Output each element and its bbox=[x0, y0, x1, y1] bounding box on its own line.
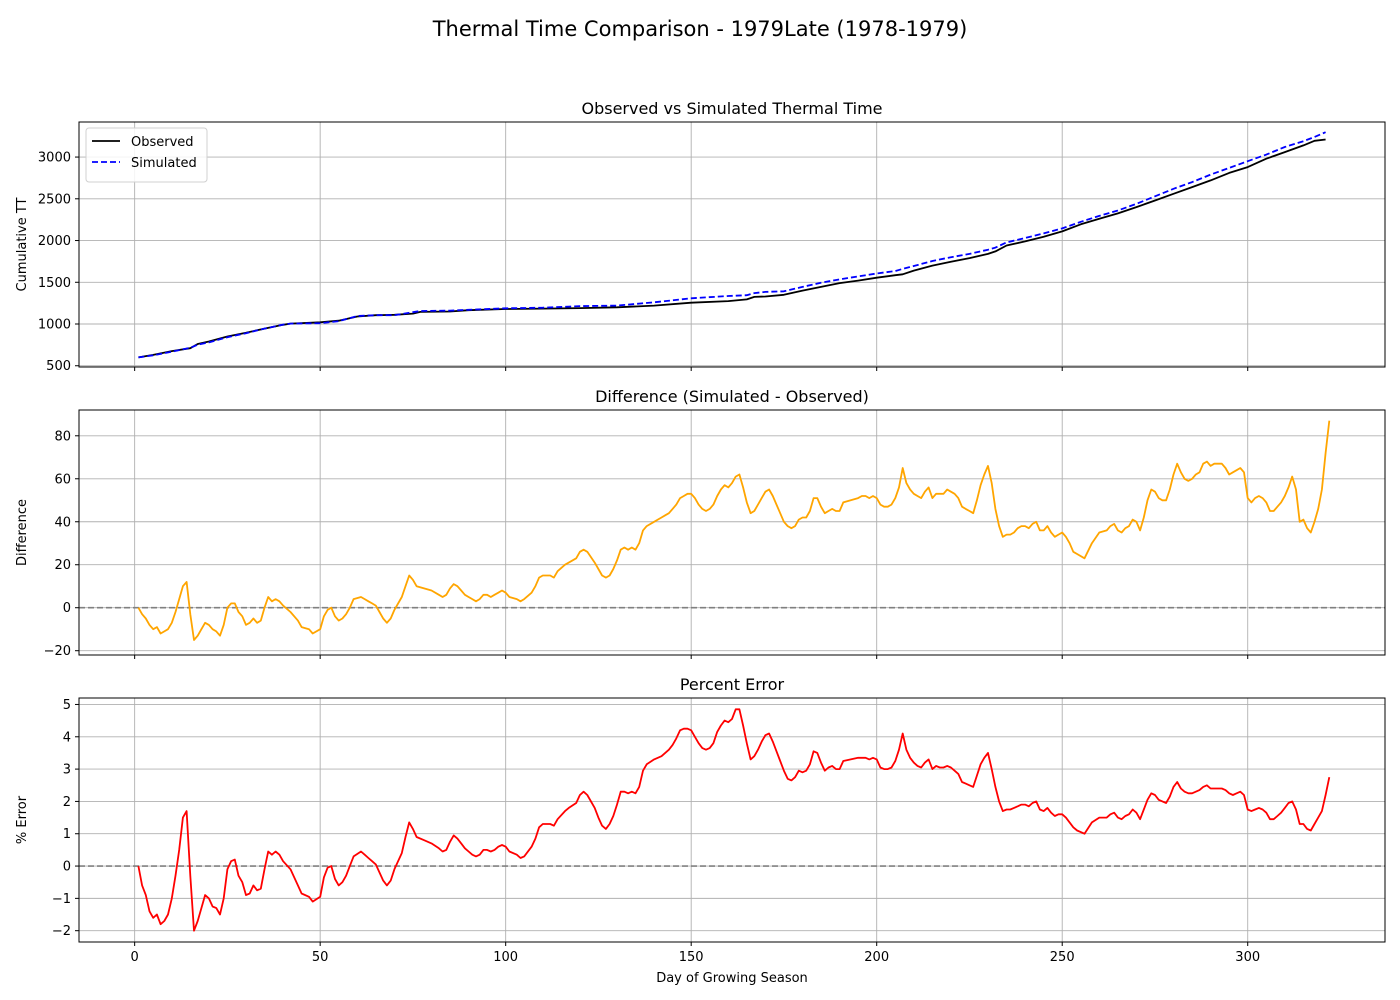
difference-y-tick-label: 0 bbox=[63, 601, 71, 616]
thermal-time-axes-frame bbox=[78, 121, 1386, 368]
difference-y-tick-label: −20 bbox=[44, 644, 71, 659]
percent-error-x-tick-label: 200 bbox=[864, 950, 889, 965]
percent-error-x-tick-label: 250 bbox=[1050, 950, 1075, 965]
thermal-time-panel: 500 1000 1500 2000 2500 3000 Observed vs Simul… bbox=[15, 99, 1386, 374]
percent-error-y-tick-label: 4 bbox=[63, 730, 71, 745]
percent-error-x-tick-label: 100 bbox=[493, 950, 518, 965]
thermal-time-y-axis-label: Cumulative TT bbox=[15, 197, 30, 291]
percent-error-x-tick-label: 0 bbox=[131, 950, 139, 965]
percent-error-panel: 0 50 100 150 200 250 300 −2 −1 0 1 2 3 4 5 Percent Erro… bbox=[15, 675, 1386, 986]
percent-error-title: Percent Error bbox=[680, 675, 785, 694]
difference-axes-frame bbox=[78, 409, 1386, 656]
percent-error-y-axis-label: % Error bbox=[15, 795, 30, 844]
thermal-time-y-tick-label: 2000 bbox=[38, 234, 71, 249]
difference-y-axis-label: Difference bbox=[15, 499, 30, 566]
difference-series-line bbox=[137, 420, 1331, 641]
percent-error-series-line bbox=[137, 708, 1331, 932]
thermal-time-y-tick-label: 1500 bbox=[38, 276, 71, 291]
percent-error-x-axis-label: Day of Growing Season bbox=[656, 971, 808, 986]
difference-panel: −20 0 20 40 60 80 Difference (Simulated - Obse… bbox=[15, 387, 1386, 659]
thermal-time-legend-label: Observed bbox=[131, 135, 194, 150]
percent-error-x-tick-label: 50 bbox=[312, 950, 329, 965]
percent-error-x-tick-label: 150 bbox=[679, 950, 704, 965]
difference-y-tick-label: 40 bbox=[54, 515, 71, 530]
percent-error-y-tick-label: 5 bbox=[63, 698, 71, 713]
percent-error-x-tick-label: 300 bbox=[1235, 950, 1260, 965]
difference-title: Difference (Simulated - Observed) bbox=[595, 387, 869, 406]
figure-title: Thermal Time Comparison - 1979Late (1978… bbox=[432, 17, 968, 41]
percent-error-y-tick-label: −2 bbox=[52, 924, 71, 939]
difference-y-tick-label: 20 bbox=[54, 558, 71, 573]
thermal-time-title: Observed vs Simulated Thermal Time bbox=[581, 99, 882, 118]
difference-y-tick-label: 60 bbox=[54, 472, 71, 487]
percent-error-y-tick-label: −1 bbox=[52, 892, 71, 907]
thermal-time-y-tick-label: 1000 bbox=[38, 318, 71, 333]
thermal-time-simulated-line bbox=[138, 131, 1326, 359]
thermal-time-y-tick-label: 500 bbox=[46, 359, 71, 374]
percent-error-axes-frame bbox=[78, 697, 1386, 943]
percent-error-y-tick-label: 3 bbox=[63, 763, 71, 778]
percent-error-y-tick-label: 0 bbox=[63, 860, 71, 875]
percent-error-y-tick-label: 2 bbox=[63, 795, 71, 810]
difference-y-tick-label: 80 bbox=[54, 429, 71, 444]
thermal-time-legend: Observed Simulated bbox=[85, 127, 208, 183]
thermal-time-y-tick-label: 3000 bbox=[38, 151, 71, 166]
thermal-time-legend-label: Simulated bbox=[131, 156, 197, 171]
thermal-time-y-tick-label: 2500 bbox=[38, 192, 71, 207]
percent-error-y-tick-label: 1 bbox=[63, 827, 71, 842]
